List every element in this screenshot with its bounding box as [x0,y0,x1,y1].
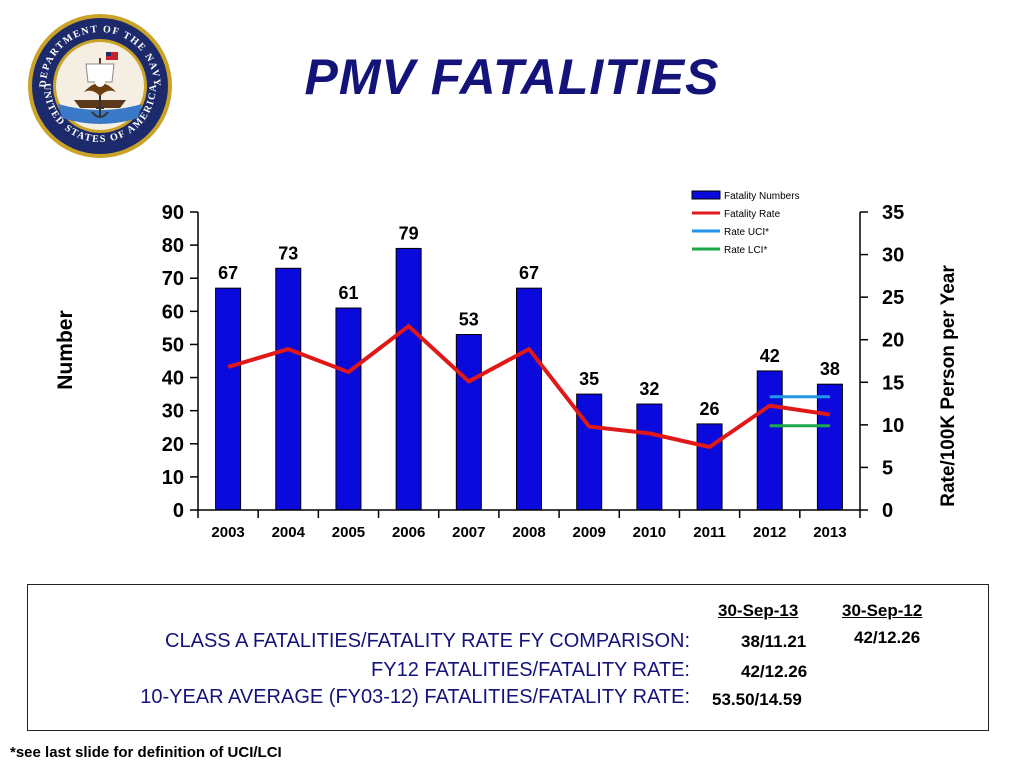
bar-label-2007: 53 [459,310,479,330]
fatality-rate-line [227,324,831,449]
x-tick-label: 2011 [693,524,726,541]
y-tick-label: 60 [162,301,184,323]
bar-label-2004: 73 [278,243,298,263]
bar-label-2011: 26 [700,399,720,419]
y-tick-label: 90 [162,202,184,224]
row-value-fy-comparison-sep12: 42/12.26 [854,628,921,647]
y-tick-label: 50 [162,334,184,356]
legend-label: Fatality Numbers [724,191,800,202]
bar-label-2010: 32 [639,379,659,399]
x-tick-label: 2013 [813,524,846,541]
row-label-fy-comparison: CLASS A FATALITIES/FATALITY RATE FY COMP… [165,630,690,652]
chart-legend: Fatality Numbers Fatality Rate Rate UCI* Ra… [691,190,800,256]
legend-swatch [691,190,721,200]
footnote: *see last slide for definition of UCI/LC… [10,744,282,761]
col-header-sep12: 30-Sep-12 [842,601,923,620]
bar-2005 [335,307,362,511]
y2-tick-label: 20 [882,330,904,352]
bar-2010 [636,403,663,511]
bar-label-2012: 42 [760,346,780,366]
y2-tick-label: 30 [882,245,904,267]
y-tick-label: 10 [162,467,184,489]
bar-label-2003: 67 [218,263,238,283]
comparison-box [27,584,989,731]
x-tick-label: 2009 [572,524,605,541]
y2-tick-label: 5 [882,457,893,479]
bar-label-2005: 61 [338,283,358,303]
y2-tick-label: 0 [882,500,893,522]
bar-label-2013: 38 [820,359,840,379]
y2-tick-label: 10 [882,415,904,437]
x-tick-label: 2003 [211,524,244,541]
y-tick-label: 0 [173,500,184,522]
row-value-fy-comparison-sep13: 38/11.21 [741,632,807,651]
x-tick-label: 2007 [452,524,485,541]
bar-2004 [275,267,302,511]
x-tick-label: 2012 [753,524,786,541]
x-tick-label: 2004 [272,524,306,541]
y-tick-label: 30 [162,401,184,423]
bar-2013 [816,383,843,511]
legend-label: Rate LCI* [724,245,767,256]
y-axis-label: Number [54,310,77,389]
row-value-fy12-sep13: 42/12.26 [741,662,808,681]
y-tick-label: 20 [162,434,184,456]
navy-seal-logo: DEPARTMENT OF THE NAVY UNITED STATES OF … [28,14,172,158]
chart-axes: 0 10 20 30 40 50 60 70 80 90 0 5 10 15 20 25 30 35 2003 200… [162,202,905,541]
row-label-fy12: FY12 FATALITIES/FATALITY RATE: [371,659,690,681]
y2-tick-label: 35 [882,202,904,224]
row-label-10yr-average: 10-YEAR AVERAGE (FY03-12) FATALITIES/FAT… [140,686,690,708]
bar-2012 [756,370,783,511]
y2-tick-label: 25 [882,287,904,309]
y-tick-label: 80 [162,235,184,257]
y2-axis-label: Rate/100K Person per Year [938,265,959,507]
legend-label: Rate UCI* [724,227,769,238]
y-tick-label: 70 [162,268,184,290]
bar-2011 [696,423,723,511]
y-tick-label: 40 [162,368,184,390]
x-tick-label: 2005 [332,524,365,541]
bar-label-2008: 67 [519,263,539,283]
x-tick-label: 2010 [633,524,666,541]
x-tick-label: 2006 [392,524,425,541]
row-value-10yr-average-sep13: 53.50/14.59 [712,690,802,709]
bar-label-2009: 35 [579,369,599,389]
bar-2007 [455,334,482,511]
bar-label-2006: 79 [399,223,419,243]
bar-2006 [395,247,422,511]
rate-line-series [227,324,831,449]
y2-tick-label: 15 [882,372,904,394]
col-header-sep13: 30-Sep-13 [718,601,799,620]
page-title: PMV FATALITIES [304,49,720,105]
bar-2003 [215,287,242,511]
legend-label: Fatality Rate [724,209,781,220]
bar-2008 [516,287,542,511]
bar-2009 [576,393,603,511]
bar-data-labels: 67 73 61 79 53 67 35 32 26 42 38 [218,223,840,418]
bar-series-fatality-numbers [215,247,843,511]
x-tick-label: 2008 [512,524,545,541]
